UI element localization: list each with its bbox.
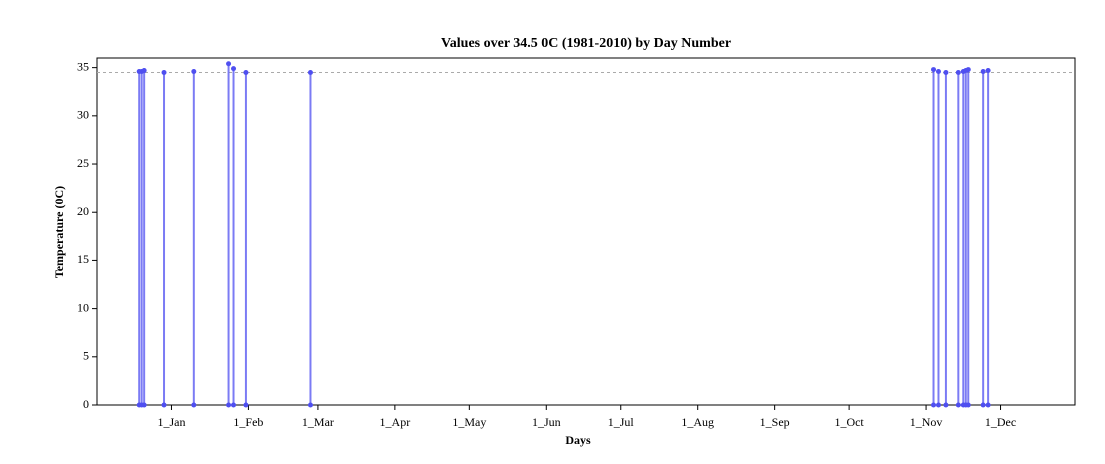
spike-top (191, 68, 197, 74)
spike-base (231, 402, 237, 408)
spike-top (226, 61, 232, 67)
x-tick-label: 1_Jul (608, 415, 635, 429)
y-tick-label: 15 (77, 252, 89, 266)
x-tick-label: 1_Jun (532, 415, 561, 429)
spike-base (931, 402, 937, 408)
y-tick-label: 30 (77, 108, 89, 122)
spike-base (985, 402, 991, 408)
x-tick-label: 1_Sep (760, 415, 790, 429)
spike-top (965, 67, 971, 73)
x-tick-label: 1_Nov (910, 415, 943, 429)
spike-base (226, 402, 232, 408)
spike-base (980, 402, 986, 408)
x-tick-label: 1_Aug (681, 415, 714, 429)
spike-base (243, 402, 249, 408)
x-tick-label: 1_Apr (380, 415, 411, 429)
x-tick-label: 1_Jan (157, 415, 185, 429)
spike-top (307, 69, 313, 75)
y-tick-label: 0 (83, 397, 89, 411)
y-tick-label: 25 (77, 156, 89, 170)
spike-base (307, 402, 313, 408)
spike-top (980, 68, 986, 74)
plot-frame (96, 57, 1076, 406)
spike-base (943, 402, 949, 408)
spike-top (141, 68, 147, 74)
x-tick-label: 1_Feb (233, 415, 263, 429)
y-tick-label: 35 (77, 59, 89, 73)
x-tick-label: 1_Oct (834, 415, 864, 429)
spike-top (243, 69, 249, 75)
x-tick-label: 1_Dec (985, 415, 1016, 429)
x-tick-label: 1_Mar (302, 415, 334, 429)
y-tick-label: 20 (77, 204, 89, 218)
y-tick-label: 5 (83, 349, 89, 363)
spike-top (161, 69, 167, 75)
spike-base (161, 402, 167, 408)
spike-base (965, 402, 971, 408)
spike-top (955, 69, 961, 75)
x-tick-label: 1_May (452, 415, 486, 429)
x-axis-label: Days (565, 433, 591, 447)
spike-base (191, 402, 197, 408)
spike-top (985, 68, 991, 74)
y-axis-label: Temperature (0C) (52, 186, 66, 278)
spike-top (935, 68, 941, 74)
spike-base (955, 402, 961, 408)
chart-title: Values over 34.5 0C (1981-2010) by Day N… (441, 36, 731, 51)
y-tick-label: 10 (77, 300, 89, 314)
spike-base (141, 402, 147, 408)
spike-top (231, 66, 237, 72)
spike-top (943, 69, 949, 75)
spike-base (935, 402, 941, 408)
spike-top (931, 67, 937, 73)
